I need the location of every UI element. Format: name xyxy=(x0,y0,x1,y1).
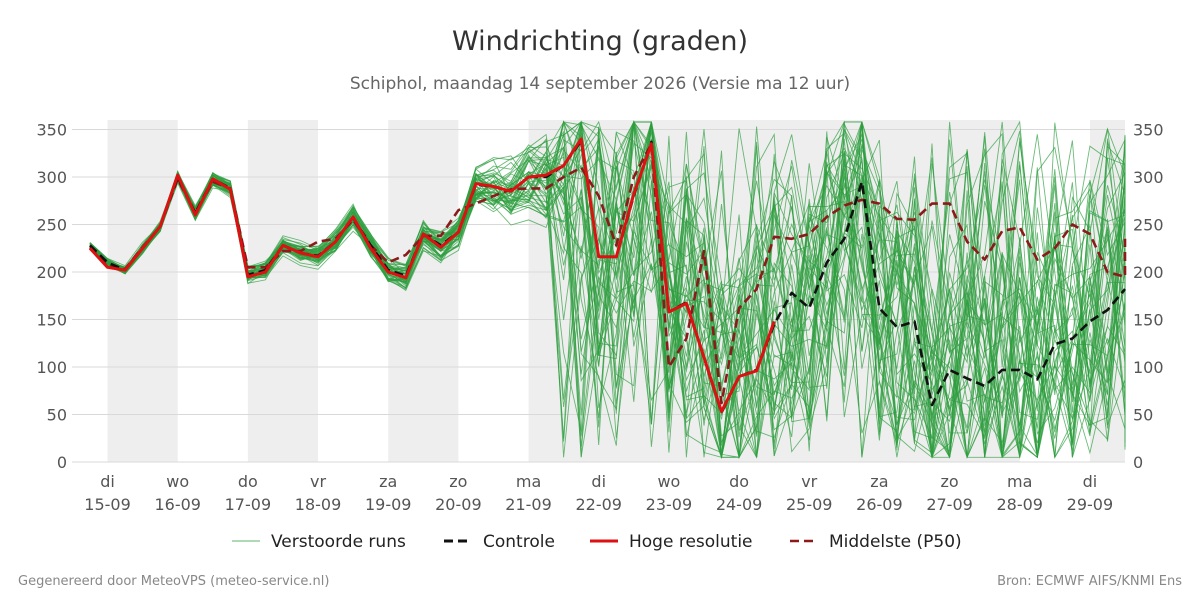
footer-left: Gegenereerd door MeteoVPS (meteo-service… xyxy=(18,574,329,589)
x-tick-date: 16-09 xyxy=(154,495,201,514)
y-tick-label-right: 50 xyxy=(1133,406,1153,425)
legend-label-ensemble: Verstoorde runs xyxy=(271,532,406,552)
ensemble-run-43 xyxy=(89,121,1126,459)
x-tick-date: 18-09 xyxy=(295,495,342,514)
x-tick-date: 22-09 xyxy=(575,495,622,514)
x-tick-day: di xyxy=(591,472,606,491)
legend-label-hires: Hoge resolutie xyxy=(629,532,753,552)
series-line-hoge-resolutie xyxy=(88,137,776,414)
x-tick-date: 27-09 xyxy=(926,495,973,514)
x-tick-day: zo xyxy=(940,472,958,491)
x-tick-date: 23-09 xyxy=(646,495,693,514)
x-tick-date: 29-09 xyxy=(1067,495,1114,514)
chart-subtitle: Schiphol, maandag 14 september 2026 (Ver… xyxy=(350,74,850,94)
x-tick-date: 25-09 xyxy=(786,495,833,514)
x-tick-day: do xyxy=(729,472,749,491)
x-tick-date: 26-09 xyxy=(856,495,903,514)
series-line-middelste-p50 xyxy=(89,142,1127,405)
x-tick-date: 15-09 xyxy=(84,495,131,514)
x-tick-day: za xyxy=(870,472,888,491)
day-band-2 xyxy=(388,120,459,462)
x-tick-date: 20-09 xyxy=(435,495,482,514)
y-tick-label-left: 0 xyxy=(57,453,67,472)
x-tick-date: 19-09 xyxy=(365,495,412,514)
y-tick-label-right: 350 xyxy=(1133,121,1164,140)
x-tick-day: wo xyxy=(657,472,680,491)
series-line-controle xyxy=(89,139,1126,414)
x-axis: di 15-09 wo 16-09 do 17-09 vr 18-09 za 19-09 zo 20-… xyxy=(84,472,1113,514)
ensemble-run-41 xyxy=(89,128,1126,460)
footer-right: Bron: ECMWF AIFS/KNMI Ens xyxy=(997,574,1182,589)
main-series xyxy=(88,137,1127,414)
y-tick-label-left: 250 xyxy=(36,216,67,235)
y-axis-left: 0 50 100 150 200 250 300 350 xyxy=(36,121,67,473)
y-tick-label-right: 200 xyxy=(1133,263,1164,282)
ensemble-run-48 xyxy=(89,121,1126,458)
y-tick-label-left: 100 xyxy=(36,358,67,377)
y-tick-label-right: 0 xyxy=(1133,453,1143,472)
x-tick-date: 21-09 xyxy=(505,495,552,514)
y-tick-label-right: 150 xyxy=(1133,311,1164,330)
day-band-0 xyxy=(107,120,178,462)
chart-title: Windrichting (graden) xyxy=(452,26,748,57)
x-tick-day: ma xyxy=(1007,472,1032,491)
y-tick-label-left: 150 xyxy=(36,311,67,330)
x-tick-day: za xyxy=(379,472,397,491)
ensemble-run-49 xyxy=(89,120,1126,458)
legend: Verstoorde runs Controle Hoge resolutie … xyxy=(232,532,962,552)
x-tick-day: ma xyxy=(516,472,541,491)
x-tick-date: 28-09 xyxy=(996,495,1043,514)
legend-label-p50: Middelste (P50) xyxy=(829,532,962,552)
x-tick-day: vr xyxy=(310,472,326,491)
y-tick-label-right: 300 xyxy=(1133,168,1164,187)
ensemble-run-44 xyxy=(89,121,1126,458)
y-tick-label-left: 200 xyxy=(36,263,67,282)
x-tick-date: 24-09 xyxy=(716,495,763,514)
x-tick-day: zo xyxy=(449,472,467,491)
y-tick-label-left: 350 xyxy=(36,121,67,140)
x-tick-day: di xyxy=(1083,472,1098,491)
y-tick-label-right: 250 xyxy=(1133,216,1164,235)
day-band-1 xyxy=(247,120,319,462)
legend-label-controle: Controle xyxy=(483,532,555,552)
x-tick-day: di xyxy=(100,472,115,491)
x-tick-date: 17-09 xyxy=(225,495,272,514)
x-tick-day: do xyxy=(238,472,258,491)
y-tick-label-left: 300 xyxy=(36,168,67,187)
ensemble-run-50 xyxy=(89,121,1126,417)
y-tick-label-left: 50 xyxy=(47,406,67,425)
y-axis-right: 0 50 100 150 200 250 300 350 xyxy=(1133,121,1164,473)
y-tick-label-right: 100 xyxy=(1133,358,1164,377)
x-tick-day: vr xyxy=(801,472,817,491)
x-tick-day: wo xyxy=(166,472,189,491)
